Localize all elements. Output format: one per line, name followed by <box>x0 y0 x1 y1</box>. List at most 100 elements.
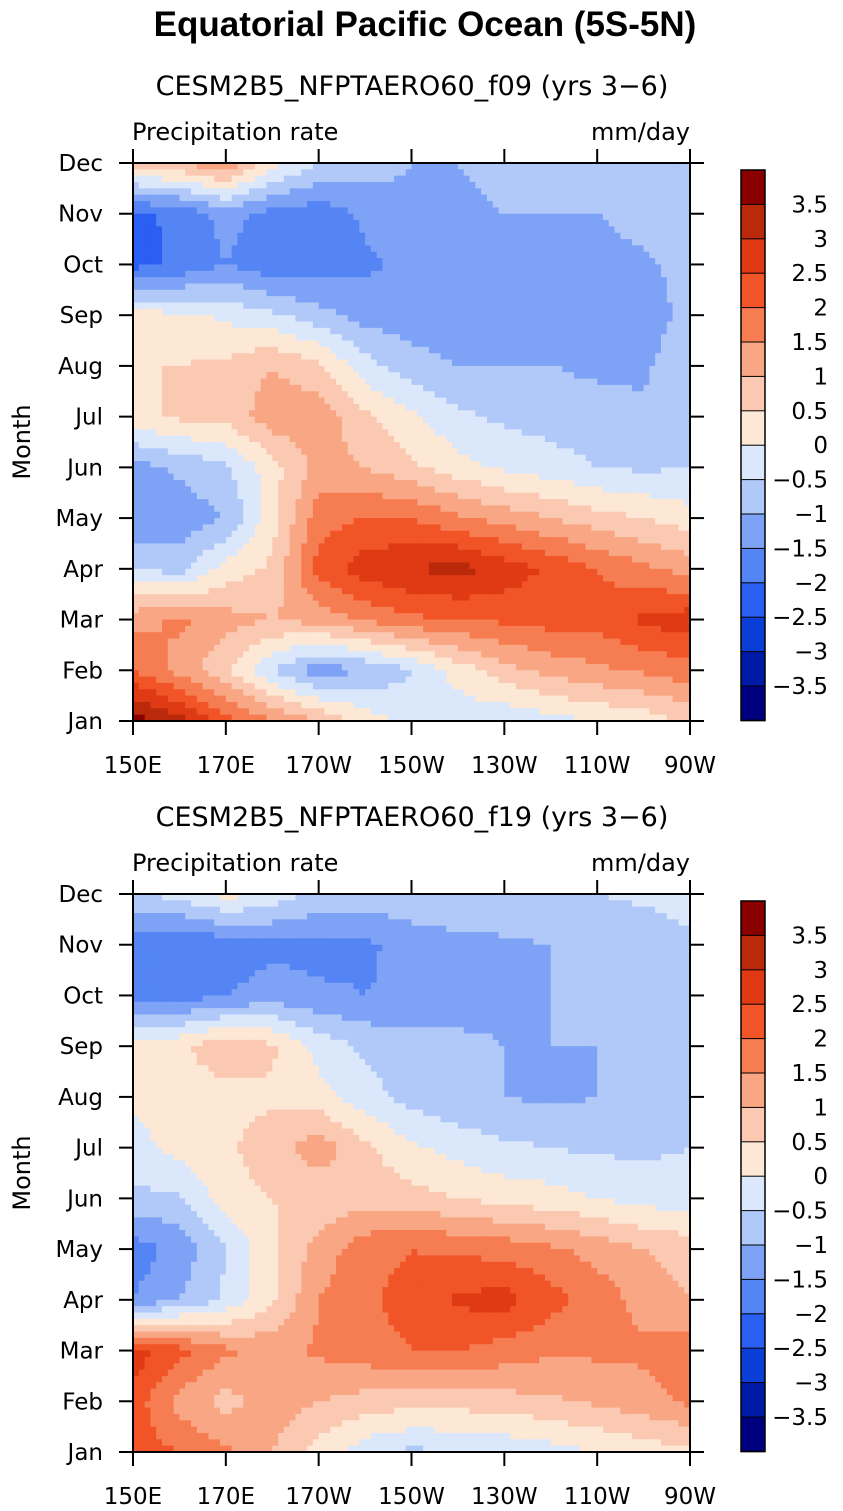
heatmap-cell <box>394 334 401 342</box>
heatmap-cell <box>655 473 662 481</box>
heatmap-cell <box>307 442 314 449</box>
heatmap-cell <box>243 258 250 266</box>
heatmap-cell <box>318 251 326 259</box>
heatmap-cell <box>568 454 575 462</box>
heatmap-cell <box>579 340 587 348</box>
heatmap-cell <box>150 448 157 456</box>
heatmap-cell <box>672 296 679 304</box>
heatmap-cell <box>440 327 447 335</box>
heatmap-cell <box>550 422 558 430</box>
heatmap-cell <box>249 454 256 462</box>
heatmap-cell <box>225 277 233 285</box>
heatmap-cell <box>481 315 488 323</box>
heatmap-cell <box>550 467 558 475</box>
heatmap-cell <box>237 201 244 208</box>
heatmap-cell <box>672 397 679 405</box>
heatmap-cell <box>185 245 192 253</box>
heatmap-cell <box>254 486 262 494</box>
heatmap-cell <box>214 454 221 462</box>
heatmap-cell <box>417 410 424 418</box>
heatmap-cell <box>498 461 505 468</box>
heatmap-cell <box>626 461 633 468</box>
heatmap-cell <box>463 315 471 323</box>
heatmap-cell <box>527 340 534 348</box>
heatmap-cell <box>399 378 407 386</box>
heatmap-cell <box>550 353 558 361</box>
heatmap-cell <box>365 277 372 285</box>
heatmap-cell <box>411 201 418 208</box>
heatmap-cell <box>550 359 558 367</box>
heatmap-cell <box>301 245 308 253</box>
heatmap-cell <box>254 422 262 430</box>
heatmap-cell <box>254 365 262 373</box>
heatmap-cell <box>167 467 175 475</box>
heatmap-cell <box>266 258 273 266</box>
heatmap-cell <box>550 448 558 456</box>
heatmap-cell <box>388 308 395 316</box>
heatmap-cell <box>156 334 163 342</box>
heatmap-cell <box>295 308 302 316</box>
heatmap-cell <box>376 334 384 342</box>
heatmap-cell <box>405 258 413 266</box>
heatmap-cell <box>249 467 256 475</box>
heatmap-cell <box>249 435 256 443</box>
heatmap-cell <box>133 327 140 335</box>
heatmap-cell <box>579 264 587 272</box>
heatmap-cell <box>568 182 575 189</box>
heatmap-cell <box>266 353 273 361</box>
heatmap-cell <box>254 213 262 221</box>
heatmap-cell <box>185 429 192 437</box>
heatmap-cell <box>388 378 395 386</box>
heatmap-cell <box>469 391 476 399</box>
heatmap-cell <box>608 397 616 405</box>
heatmap-cell <box>684 442 691 449</box>
heatmap-cell <box>521 283 529 291</box>
heatmap-cell <box>533 289 540 297</box>
heatmap-cell <box>312 277 320 285</box>
heatmap-cell <box>336 296 343 304</box>
heatmap-cell <box>637 321 645 329</box>
heatmap-cell <box>405 340 413 348</box>
heatmap-cell <box>602 258 610 266</box>
heatmap-cell <box>167 391 175 399</box>
heatmap-cell <box>510 283 517 291</box>
heatmap-cell <box>138 245 146 253</box>
heatmap-cell <box>660 442 668 449</box>
heatmap-cell <box>684 270 691 278</box>
heatmap-cell <box>353 182 360 189</box>
heatmap-cell <box>196 175 204 183</box>
heatmap-cell <box>504 372 511 380</box>
heatmap-cell <box>254 461 262 468</box>
heatmap-cell <box>324 378 331 386</box>
heatmap-cell <box>672 201 679 208</box>
heatmap-cell <box>649 372 656 380</box>
heatmap-cell <box>365 359 372 367</box>
heatmap-cell <box>463 384 471 392</box>
heatmap-cell <box>295 277 302 285</box>
heatmap-cell <box>162 283 169 291</box>
heatmap-cell <box>324 384 331 392</box>
heatmap-cell <box>568 213 575 221</box>
heatmap-cell <box>440 264 447 272</box>
heatmap-cell <box>173 194 181 202</box>
heatmap-cell <box>591 283 598 291</box>
heatmap-cell <box>481 270 488 278</box>
heatmap-cell <box>579 353 587 361</box>
heatmap-cell <box>672 258 679 266</box>
heatmap-cell <box>457 454 465 462</box>
heatmap-cell <box>359 220 366 228</box>
heatmap-cell <box>417 283 424 291</box>
heatmap-cell <box>365 442 372 449</box>
heatmap-cell <box>405 454 413 462</box>
heatmap-cell <box>202 315 210 323</box>
heatmap-cell <box>568 277 575 285</box>
heatmap-cell <box>225 270 233 278</box>
heatmap-cell <box>347 289 355 297</box>
heatmap-cell <box>266 163 273 170</box>
heatmap-cell <box>295 340 302 348</box>
heatmap-cell <box>666 403 674 411</box>
heatmap-cell <box>167 340 175 348</box>
heatmap-cell <box>133 429 140 437</box>
heatmap-cell <box>196 448 204 456</box>
heatmap-cell <box>272 422 279 430</box>
